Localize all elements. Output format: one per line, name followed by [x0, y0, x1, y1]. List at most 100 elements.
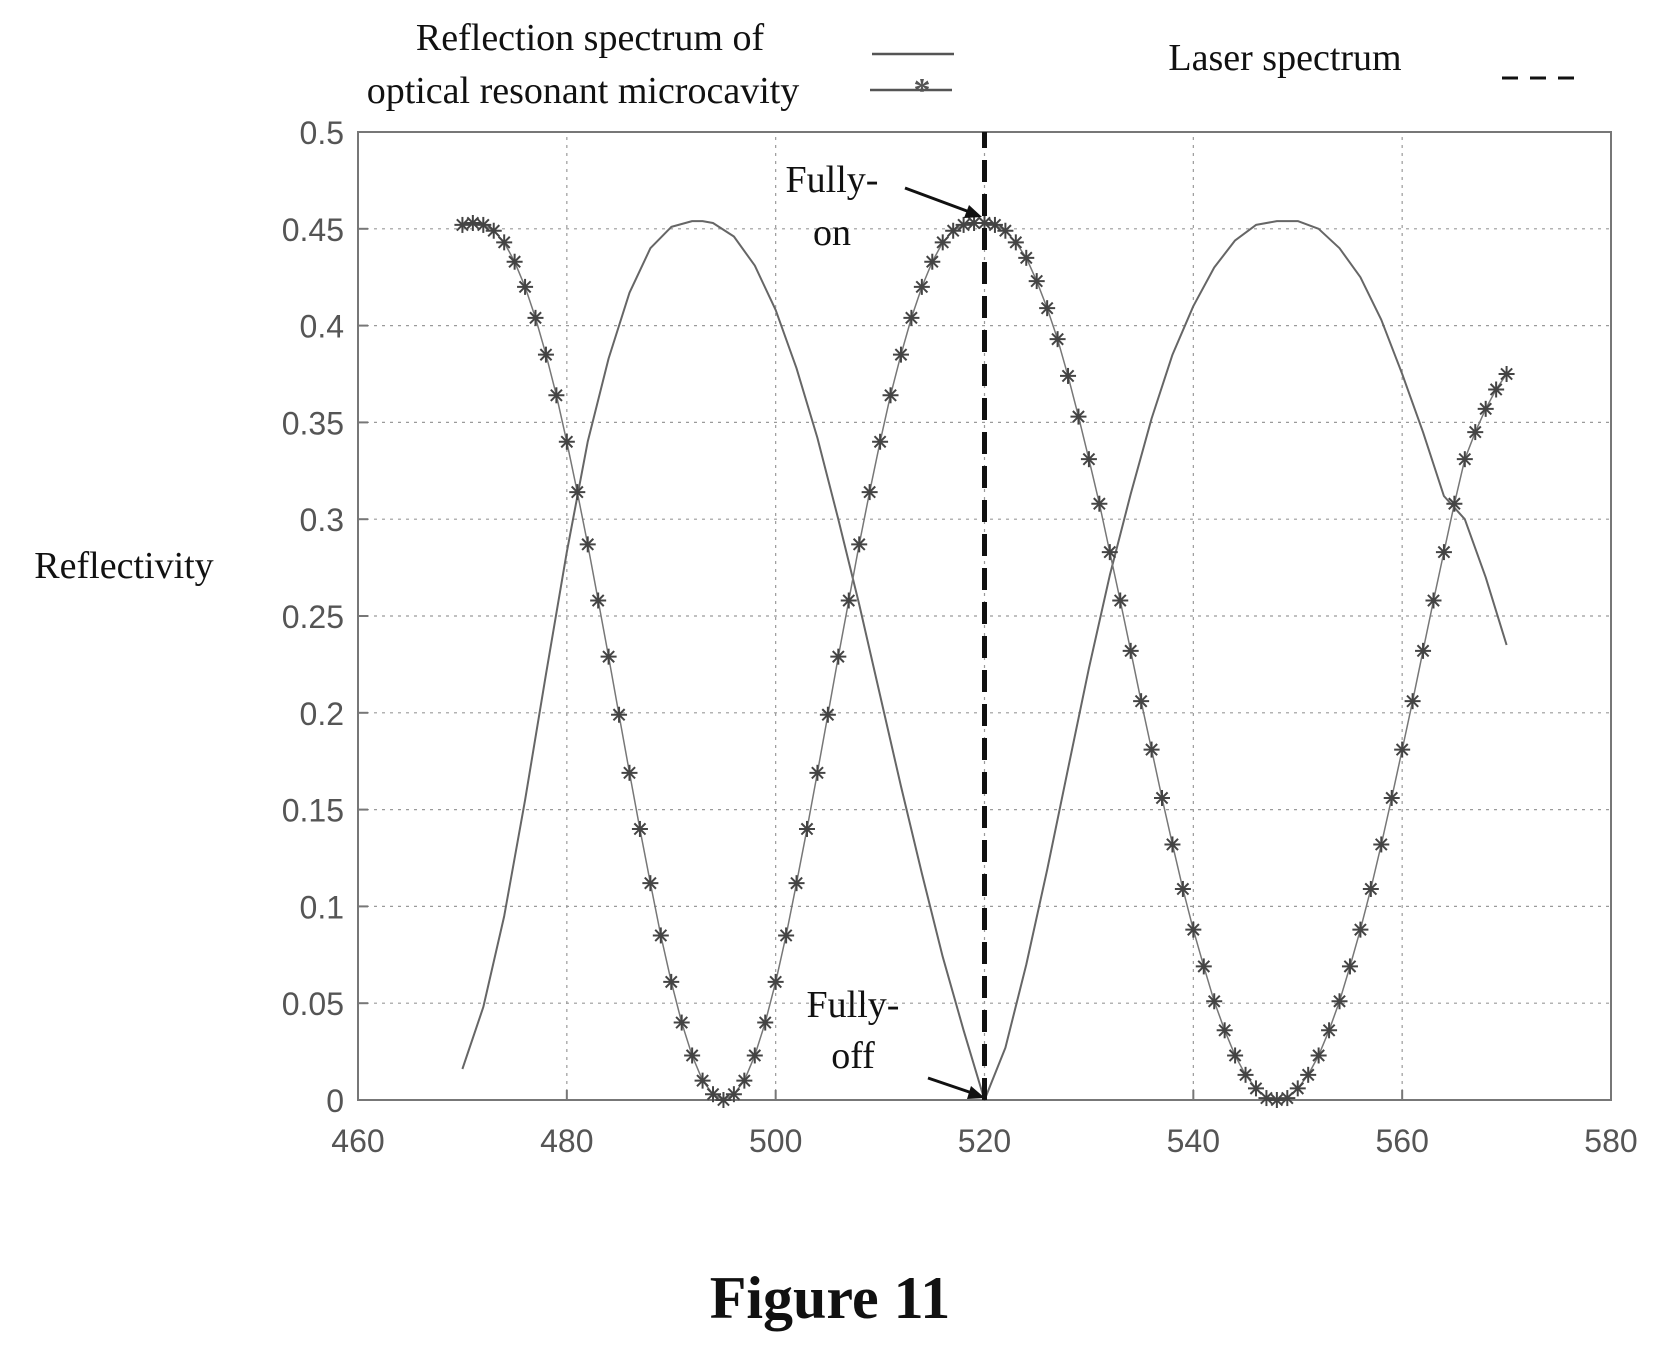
asterisk-marker — [517, 278, 534, 295]
asterisk-marker — [1383, 789, 1400, 806]
asterisk-marker — [1154, 789, 1171, 806]
asterisk-marker — [1007, 234, 1024, 251]
asterisk-marker — [955, 216, 972, 233]
asterisk-marker — [1091, 495, 1108, 512]
annotation-fully-off-line1: Fully- — [807, 984, 900, 1026]
asterisk-marker — [652, 927, 669, 944]
annotation-fully-off-line2: off — [831, 1035, 875, 1077]
y-axis-ticks: 0 0.05 0.1 0.15 0.2 0.25 0.3 0.35 0.4 0.45 0.5 — [282, 115, 368, 1119]
legend-entry-reflection-line1: Reflection spectrum of — [416, 17, 765, 59]
asterisk-marker — [631, 820, 648, 837]
annotation-fully-on-line1: Fully- — [786, 159, 879, 201]
asterisk-marker — [1164, 836, 1181, 853]
asterisk-marker — [1446, 495, 1463, 512]
annotation-fully-off-arrowhead — [967, 1086, 985, 1099]
asterisk-marker — [1310, 1047, 1327, 1064]
asterisk-marker — [590, 592, 607, 609]
asterisk-marker — [830, 648, 847, 665]
asterisk-marker — [903, 309, 920, 326]
asterisk-marker — [1477, 400, 1494, 417]
asterisk-marker — [1028, 273, 1045, 290]
asterisk-marker — [694, 1072, 711, 1089]
asterisk-marker — [579, 536, 596, 553]
asterisk-marker — [934, 234, 951, 251]
asterisk-marker — [798, 820, 815, 837]
asterisk-marker — [1237, 1066, 1254, 1083]
y-tick-label: 0.3 — [300, 502, 344, 538]
asterisk-marker — [1227, 1047, 1244, 1064]
asterisk-marker — [1174, 880, 1191, 897]
asterisk-marker — [976, 214, 993, 231]
asterisk-marker — [997, 222, 1014, 239]
y-tick-label: 0 — [326, 1083, 344, 1119]
y-tick-label: 0.25 — [282, 599, 344, 635]
y-tick-label: 0.1 — [300, 889, 344, 925]
y-tick-label: 0.5 — [300, 115, 344, 151]
asterisk-marker — [1415, 642, 1432, 659]
asterisk-marker — [1247, 1080, 1264, 1097]
x-tick-label: 540 — [1167, 1123, 1220, 1159]
asterisk-marker — [1133, 693, 1150, 710]
annotations: Fully- on Fully- off — [786, 159, 985, 1099]
asterisk-marker — [746, 1047, 763, 1064]
asterisk-marker — [788, 875, 805, 892]
asterisk-marker — [872, 433, 889, 450]
asterisk-marker — [1039, 300, 1056, 317]
asterisk-marker — [840, 592, 857, 609]
asterisk-marker — [757, 1014, 774, 1031]
asterisk-marker — [1289, 1080, 1306, 1097]
asterisk-marker — [569, 484, 586, 501]
x-tick-label: 460 — [331, 1123, 384, 1159]
y-tick-label: 0.45 — [282, 212, 344, 248]
y-tick-label: 0.4 — [300, 309, 344, 345]
asterisk-marker — [558, 433, 575, 450]
asterisk-marker — [882, 387, 899, 404]
y-axis-label: Reflectivity — [34, 545, 213, 587]
asterisk-marker — [663, 973, 680, 990]
annotation-fully-on-arrow — [904, 186, 976, 216]
asterisk-marker — [913, 278, 930, 295]
asterisk-marker — [1268, 1092, 1285, 1108]
asterisk-marker — [809, 764, 826, 781]
asterisk-marker — [1404, 693, 1421, 710]
asterisk-marker — [705, 1086, 722, 1103]
asterisk-marker — [1195, 958, 1212, 975]
asterisk-marker — [1498, 366, 1515, 382]
asterisk-marker — [851, 536, 868, 553]
legend-swatch-asterisk-marker: * — [914, 72, 931, 109]
y-tick-label: 0.2 — [300, 696, 344, 732]
asterisk-marker — [673, 1014, 690, 1031]
asterisk-marker — [548, 387, 565, 404]
series-solid-line — [461, 220, 1508, 1101]
legend-entry-laser: Laser spectrum — [1168, 37, 1401, 79]
asterisk-marker — [485, 222, 502, 239]
asterisk-marker — [892, 346, 909, 363]
x-tick-label: 580 — [1584, 1123, 1637, 1159]
annotation-fully-on-arrowhead — [964, 205, 982, 218]
asterisk-marker — [464, 214, 481, 231]
asterisk-marker — [861, 484, 878, 501]
y-tick-label: 0.05 — [282, 986, 344, 1022]
asterisk-marker — [1373, 836, 1390, 853]
asterisk-marker — [1049, 331, 1066, 348]
asterisk-marker — [1143, 741, 1160, 758]
asterisk-marker — [1080, 451, 1097, 468]
asterisk-marker — [1362, 880, 1379, 897]
asterisk-marker — [1206, 993, 1223, 1010]
asterisk-marker — [1352, 921, 1369, 938]
asterisk-marker — [924, 253, 941, 270]
figure-caption: Figure 11 — [710, 1265, 951, 1331]
asterisk-marker — [1122, 642, 1139, 659]
asterisk-marker — [496, 234, 513, 251]
series-group — [454, 132, 1515, 1108]
asterisk-marker — [1101, 544, 1118, 561]
asterisk-marker — [778, 927, 795, 944]
asterisk-marker — [1060, 367, 1077, 384]
asterisk-marker — [1467, 424, 1484, 441]
x-tick-label: 500 — [749, 1123, 802, 1159]
asterisk-marker — [1435, 544, 1452, 561]
asterisk-marker — [1018, 249, 1035, 266]
asterisk-marker — [1321, 1022, 1338, 1039]
asterisk-marker — [1185, 921, 1202, 938]
asterisk-marker — [1425, 592, 1442, 609]
